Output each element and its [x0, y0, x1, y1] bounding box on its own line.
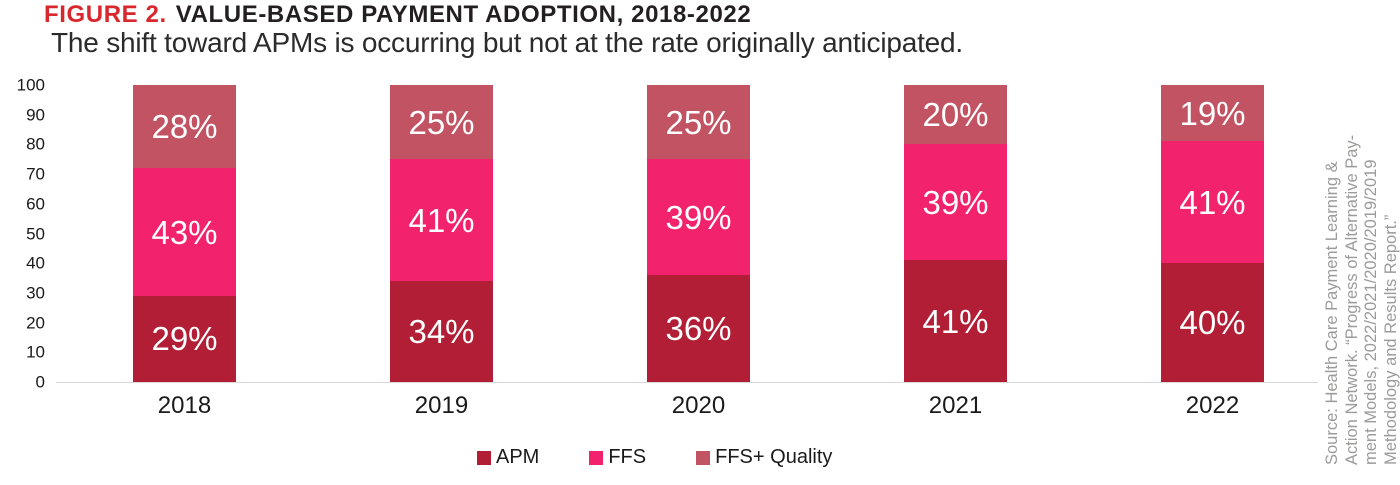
stacked-bar-2022: 19% 41% 40%: [1161, 85, 1264, 382]
bar-2019: 25% 41% 34%: [313, 85, 570, 382]
x-axis-label-2021: 2021: [928, 392, 983, 419]
y-tick-label-10: 10: [26, 342, 45, 362]
bar-2020: 25% 39% 36%: [570, 85, 827, 382]
segment-value-label: 20%: [922, 96, 989, 134]
segment-apm-2018: 29%: [133, 295, 236, 382]
segment-apm-2022: 40%: [1161, 263, 1264, 382]
segment-apm-2019: 34%: [390, 281, 493, 382]
y-tick-label-60: 60: [26, 194, 45, 214]
y-tick-label-50: 50: [26, 224, 45, 243]
segment-ffs-2018: 43%: [133, 168, 236, 296]
segment-value-label: 41%: [408, 201, 475, 239]
segment-value-label: 25%: [665, 103, 732, 141]
figure-title-text: VALUE-BASED PAYMENT ADOPTION, 2018-2022: [175, 1, 752, 28]
x-axis-label-2020: 2020: [671, 392, 726, 419]
figure-title: FIGURE 2. VALUE-BASED PAYMENT ADOPTION, 2…: [44, 1, 751, 29]
figure-subtitle: The shift toward APMs is occurring but n…: [51, 27, 963, 58]
y-tick-label-70: 70: [26, 164, 45, 184]
bar-2022: 19% 41% 40%: [1084, 85, 1341, 382]
stacked-bar-2019: 25% 41% 34%: [390, 85, 493, 382]
y-tick-label-0: 0: [35, 372, 45, 392]
legend-item-ffs: FFS: [589, 446, 646, 469]
x-axis-label-2018: 2018: [157, 392, 212, 419]
segment-value-label: 43%: [151, 213, 218, 251]
legend-label: FFS: [608, 446, 647, 468]
source-note: Source: Health Care Payment Learning & A…: [1323, 134, 1400, 465]
x-axis-label-2022: 2022: [1185, 392, 1240, 419]
segment-ffs-quality-2021: 20%: [904, 85, 1007, 145]
segment-value-label: 36%: [665, 310, 732, 348]
chart-legend: APM FFS FFS+ Quality: [477, 446, 832, 469]
segment-value-label: 39%: [665, 198, 732, 236]
y-tick-label-100: 100: [16, 75, 45, 95]
bar-2021: 20% 39% 41%: [827, 85, 1084, 382]
stacked-bar-2018: 28% 43% 29%: [133, 85, 236, 382]
legend-swatch-icon: [696, 450, 711, 465]
segment-value-label: 41%: [1179, 183, 1246, 221]
segment-value-label: 39%: [922, 183, 989, 221]
segment-apm-2020: 36%: [647, 275, 750, 382]
segment-value-label: 19%: [1179, 94, 1246, 132]
segment-value-label: 29%: [151, 320, 218, 358]
legend-swatch-icon: [589, 450, 604, 465]
bar-2018: 28% 43% 29%: [56, 85, 313, 382]
legend-label: APM: [496, 446, 540, 468]
segment-apm-2021: 41%: [904, 260, 1007, 382]
segment-ffs-2021: 39%: [904, 144, 1007, 261]
segment-value-label: 25%: [408, 103, 475, 141]
segment-ffs-2022: 41%: [1161, 141, 1264, 264]
legend-item-ffs-quality: FFS+ Quality: [696, 446, 832, 469]
y-tick-label-90: 90: [26, 105, 45, 125]
legend-item-apm: APM: [477, 446, 539, 469]
segment-ffs-quality-2022: 19%: [1161, 85, 1264, 142]
y-axis: 0 10 20 30 40 50 60 70 80 90 100: [0, 77, 45, 391]
segment-ffs-2020: 39%: [647, 159, 750, 276]
y-tick-label-20: 20: [26, 313, 45, 333]
y-tick-label-30: 30: [26, 283, 45, 303]
y-tick-label-40: 40: [26, 253, 45, 273]
x-axis-line: [56, 382, 1318, 383]
plot-area: 28% 43% 29% 25% 41% 34% 25% 39% 36% 20% 39% 41% 19% 4…: [56, 85, 1341, 382]
stacked-bar-2020: 25% 39% 36%: [647, 85, 750, 382]
legend-swatch-icon: [477, 450, 491, 465]
stacked-bar-2021: 20% 39% 41%: [904, 85, 1007, 382]
x-axis-label-2019: 2019: [414, 392, 469, 419]
figure-label: FIGURE 2.: [44, 1, 167, 28]
segment-value-label: 40%: [1179, 304, 1246, 342]
segment-ffs-quality-2019: 25%: [390, 85, 493, 160]
segment-ffs-2019: 41%: [390, 159, 493, 282]
segment-ffs-quality-2020: 25%: [647, 85, 750, 160]
legend-label: FFS+ Quality: [715, 446, 833, 468]
segment-ffs-quality-2018: 28%: [133, 85, 236, 169]
y-tick-label-80: 80: [26, 134, 45, 154]
x-axis-labels: 2018 2019 2020 2021 2022: [56, 392, 1341, 420]
segment-value-label: 28%: [151, 108, 218, 146]
segment-value-label: 34%: [408, 313, 475, 351]
segment-value-label: 41%: [922, 302, 989, 340]
